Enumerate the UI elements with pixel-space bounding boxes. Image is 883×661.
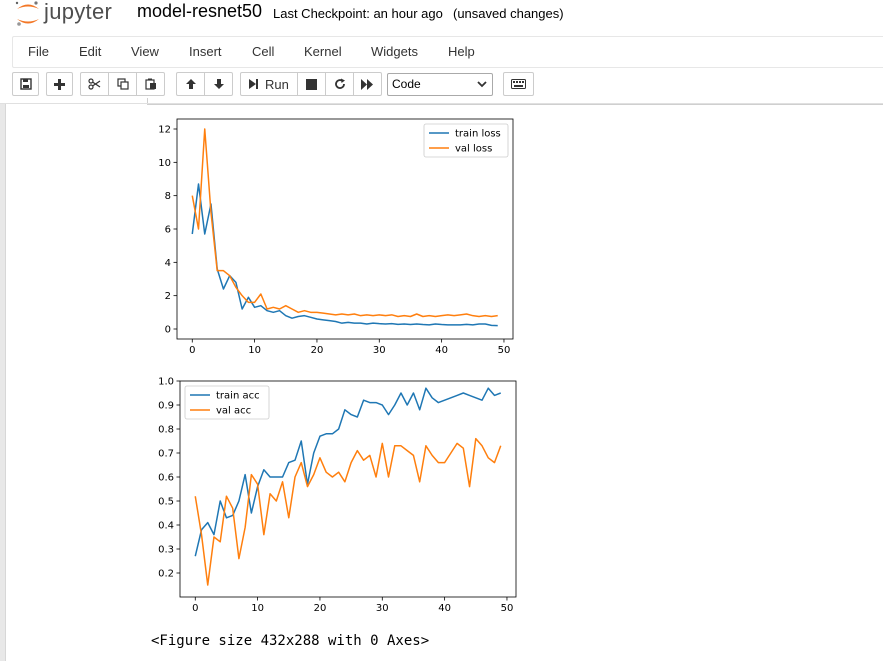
x-tick-label: 50 <box>498 345 511 356</box>
fast-forward-icon <box>361 78 373 90</box>
left-gutter-border <box>5 104 6 661</box>
arrow-up-icon <box>185 79 196 89</box>
plot-area-frame <box>179 380 517 598</box>
menu-kernel[interactable]: Kernel <box>304 44 342 59</box>
x-tick-label: 0 <box>192 603 198 614</box>
restart-icon <box>334 78 345 89</box>
last-checkpoint: Last Checkpoint: an hour ago <box>273 6 443 21</box>
arrow-down-icon <box>213 79 224 89</box>
series-line-2 <box>194 437 502 586</box>
x-tick-label: 10 <box>248 345 261 356</box>
menu-view[interactable]: View <box>131 44 159 59</box>
x-tick-label: 20 <box>314 603 327 614</box>
menu-file[interactable]: File <box>28 44 49 59</box>
command-palette-button[interactable] <box>503 72 534 96</box>
y-tick-label: 0 <box>165 325 171 336</box>
y-tick-label: 10 <box>158 158 171 169</box>
save-button[interactable] <box>12 72 39 96</box>
jupyter-logo-text: jupyter <box>44 0 113 24</box>
legend-label-1: train loss <box>455 129 501 140</box>
x-tick-label: 0 <box>189 345 195 356</box>
menu-bar: File Edit View Insert Cell Kernel Widget… <box>12 36 883 68</box>
legend-label-2: val loss <box>455 144 492 155</box>
notebook-name[interactable]: model-resnet50 <box>137 1 263 21</box>
plot-area-frame <box>176 118 514 340</box>
menu-edit[interactable]: Edit <box>79 44 102 59</box>
x-tick-label: 50 <box>501 603 514 614</box>
chart-1: 0 10 20 30 40 50 0 2 4 6 8 10 12 train loss val loss <box>158 118 514 356</box>
x-tick-label: 40 <box>435 345 448 356</box>
chevron-down-icon <box>477 81 487 88</box>
scissors-icon <box>88 78 101 90</box>
y-tick-label: 12 <box>158 125 171 136</box>
restart-button[interactable] <box>325 72 354 96</box>
legend-box <box>184 385 270 420</box>
notebook-header: jupyter model-resnet50 Last Checkpoint: … <box>0 0 883 104</box>
y-tick-label: 0.8 <box>158 425 174 436</box>
y-tick-label: 1.0 <box>158 377 174 388</box>
copy-button[interactable] <box>108 72 137 96</box>
y-tick-label: 0.5 <box>158 497 174 508</box>
legend-box <box>423 123 509 158</box>
x-tick-label: 30 <box>373 345 386 356</box>
paste-icon <box>144 78 156 90</box>
figure-size-output: <Figure size 432x288 with 0 Axes> <box>151 633 430 649</box>
move-up-button[interactable] <box>176 72 205 96</box>
x-tick-label: 10 <box>251 603 264 614</box>
y-tick-label: 0.7 <box>158 449 174 460</box>
y-tick-label: 0.9 <box>158 401 174 412</box>
menu-widgets[interactable]: Widgets <box>371 44 418 59</box>
menu-cell[interactable]: Cell <box>252 44 275 59</box>
cell-type-value: Code <box>392 77 421 91</box>
jupyter-logo[interactable]: jupyter <box>14 0 124 28</box>
keyboard-icon <box>511 79 526 89</box>
chart-2: 0 10 20 30 40 50 0.2 0.3 0.4 0.5 0.6 0.7 0.8 0.9 1.0 tr… <box>158 377 517 614</box>
previous-cell-edge <box>147 98 883 105</box>
run-label: Run <box>265 76 289 92</box>
autosave-status: (unsaved changes) <box>453 6 564 21</box>
interrupt-button[interactable] <box>297 72 326 96</box>
y-tick-label: 0.6 <box>158 473 174 484</box>
insert-cell-button[interactable] <box>46 72 73 96</box>
x-tick-label: 30 <box>376 603 389 614</box>
copy-icon <box>116 78 129 90</box>
y-tick-label: 0.3 <box>158 545 174 556</box>
run-button[interactable]: Run <box>240 72 298 96</box>
y-tick-label: 2 <box>165 291 171 302</box>
notebook-divider <box>0 103 883 104</box>
series-line-1 <box>191 183 498 327</box>
plus-icon <box>54 78 65 90</box>
y-tick-label: 4 <box>165 258 171 269</box>
paste-button[interactable] <box>136 72 165 96</box>
y-tick-label: 8 <box>165 191 171 202</box>
jupyter-logo-icon <box>15 1 39 26</box>
y-tick-label: 0.4 <box>158 521 174 532</box>
x-tick-label: 40 <box>438 603 451 614</box>
stop-icon <box>306 78 317 90</box>
y-tick-label: 0.2 <box>158 569 174 580</box>
y-tick-label: 6 <box>165 225 171 236</box>
menu-help[interactable]: Help <box>448 44 475 59</box>
cell-type-select[interactable]: Code <box>387 73 493 96</box>
series-line-1 <box>194 387 501 557</box>
cut-button[interactable] <box>80 72 109 96</box>
move-down-button[interactable] <box>204 72 233 96</box>
x-tick-label: 20 <box>311 345 324 356</box>
series-line-2 <box>191 128 498 318</box>
legend-label-1: train acc <box>216 391 260 402</box>
step-forward-icon <box>249 79 258 89</box>
menu-insert[interactable]: Insert <box>189 44 222 59</box>
legend-label-2: val acc <box>216 406 251 417</box>
save-icon <box>19 78 32 90</box>
left-gutter <box>0 104 5 661</box>
restart-run-all-button[interactable] <box>353 72 382 96</box>
